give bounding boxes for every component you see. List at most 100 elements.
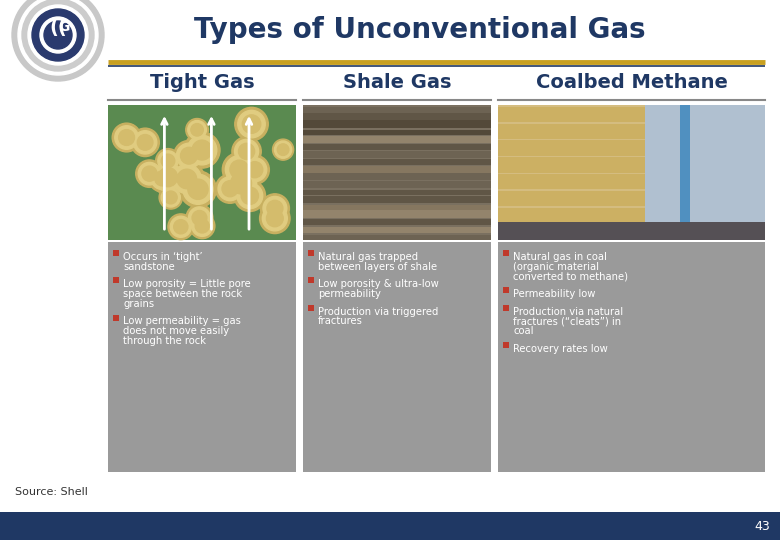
Circle shape (192, 140, 212, 160)
Circle shape (151, 160, 186, 194)
Bar (498, 191, 645, 206)
Bar (498, 107, 645, 122)
Text: ((: (( (49, 17, 67, 37)
Circle shape (174, 220, 188, 234)
Circle shape (188, 120, 207, 139)
Circle shape (177, 169, 197, 189)
Bar (303, 144, 491, 150)
Circle shape (215, 174, 245, 203)
Circle shape (138, 163, 161, 185)
Circle shape (22, 0, 94, 71)
Circle shape (40, 17, 76, 53)
Circle shape (158, 151, 178, 171)
Text: fractures (“cleats”) in: fractures (“cleats”) in (513, 316, 621, 327)
Circle shape (195, 219, 209, 233)
Bar (303, 242, 491, 472)
Bar (303, 107, 491, 112)
Bar (645, 105, 765, 240)
Circle shape (28, 5, 88, 65)
Circle shape (261, 194, 289, 223)
Text: Tight Gas: Tight Gas (150, 73, 254, 92)
Bar (498, 222, 765, 240)
Bar (113, 250, 119, 256)
Bar (303, 173, 491, 180)
Circle shape (239, 143, 254, 159)
Circle shape (277, 144, 289, 156)
Bar (303, 210, 491, 218)
Circle shape (191, 124, 204, 136)
Text: grains: grains (123, 299, 154, 309)
Bar (498, 140, 645, 156)
Bar (303, 130, 491, 135)
Circle shape (44, 21, 72, 49)
Text: Natural gas in coal: Natural gas in coal (513, 252, 607, 262)
Circle shape (234, 180, 265, 212)
Text: (organic material: (organic material (513, 262, 599, 272)
Text: Occurs in ‘tight’: Occurs in ‘tight’ (123, 252, 203, 262)
Bar (303, 181, 491, 187)
Text: Low permeability = gas: Low permeability = gas (123, 316, 241, 327)
Circle shape (183, 174, 213, 204)
Text: 43: 43 (754, 519, 770, 532)
Bar (303, 105, 491, 240)
Circle shape (260, 203, 290, 234)
Circle shape (235, 107, 268, 141)
Text: space between the rock: space between the rock (123, 289, 242, 299)
Circle shape (168, 214, 193, 240)
Circle shape (32, 9, 84, 61)
Circle shape (272, 139, 293, 160)
Circle shape (161, 154, 175, 168)
Circle shape (237, 183, 263, 208)
Bar (113, 278, 119, 284)
Circle shape (137, 134, 153, 150)
Text: G: G (58, 20, 69, 34)
Text: Shale Gas: Shale Gas (342, 73, 452, 92)
Bar (498, 105, 765, 240)
Circle shape (151, 167, 173, 190)
Bar (113, 314, 119, 321)
Text: sandstone: sandstone (123, 262, 175, 272)
Circle shape (190, 213, 214, 239)
Bar (308, 278, 314, 284)
Circle shape (172, 165, 201, 193)
Bar (503, 250, 509, 256)
Circle shape (230, 160, 249, 179)
Bar (498, 124, 645, 139)
Bar (308, 305, 314, 311)
Text: Recovery rates low: Recovery rates low (513, 344, 608, 354)
Circle shape (222, 152, 257, 186)
Circle shape (232, 137, 261, 166)
Circle shape (133, 131, 157, 154)
Text: Natural gas trapped: Natural gas trapped (318, 252, 418, 262)
Text: permeability: permeability (318, 289, 381, 299)
Text: between layers of shale: between layers of shale (318, 262, 437, 272)
Circle shape (218, 177, 242, 201)
Circle shape (235, 139, 259, 164)
Circle shape (154, 171, 169, 186)
Bar (308, 250, 314, 256)
Circle shape (169, 161, 204, 197)
Bar (498, 208, 645, 223)
Text: Types of Unconventional Gas: Types of Unconventional Gas (194, 16, 646, 44)
Bar (503, 287, 509, 293)
Text: Production via triggered: Production via triggered (318, 307, 438, 317)
Circle shape (222, 181, 238, 197)
Circle shape (275, 141, 292, 158)
Circle shape (184, 132, 220, 168)
Circle shape (246, 161, 263, 178)
Text: Source: Shell: Source: Shell (15, 487, 88, 497)
Bar (303, 190, 491, 195)
Circle shape (192, 215, 213, 237)
Circle shape (186, 118, 208, 141)
Text: fractures: fractures (318, 316, 363, 327)
Bar (303, 159, 491, 165)
Circle shape (136, 160, 163, 187)
Circle shape (188, 179, 208, 199)
Bar (303, 219, 491, 225)
Bar (498, 225, 645, 240)
Circle shape (156, 148, 180, 173)
Circle shape (180, 147, 197, 164)
Circle shape (263, 197, 287, 220)
Circle shape (267, 200, 283, 217)
Bar (303, 227, 491, 233)
